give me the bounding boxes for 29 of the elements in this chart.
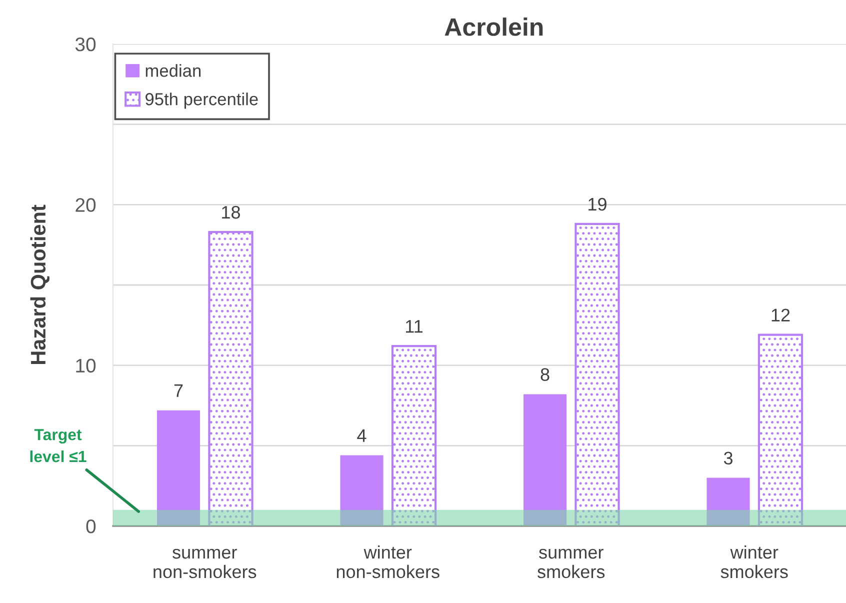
y-tick-label: 20 bbox=[76, 198, 96, 212]
bar bbox=[758, 334, 804, 526]
bar bbox=[706, 478, 750, 526]
x-tick-label: winter non-smokers bbox=[336, 545, 440, 578]
data-label: 18 bbox=[222, 206, 240, 219]
chart-title: Acrolein bbox=[444, 18, 543, 36]
data-label: 11 bbox=[406, 320, 422, 333]
legend-label: 95th percentile bbox=[146, 92, 258, 109]
data-label: 12 bbox=[772, 308, 790, 322]
legend-label: median bbox=[146, 64, 201, 77]
data-label: 8 bbox=[540, 368, 550, 381]
data-label: 7 bbox=[174, 384, 183, 397]
x-tick-label: summer non-smokers bbox=[154, 548, 256, 578]
bar bbox=[574, 222, 620, 526]
y-tick-label: 10 bbox=[76, 358, 96, 373]
bar bbox=[523, 394, 567, 526]
y-axis-title: Hazard Quotient bbox=[30, 204, 50, 364]
x-tick-label: summer smokers bbox=[538, 548, 605, 578]
band-label: Target level ≤1 bbox=[30, 429, 86, 462]
data-label: 3 bbox=[724, 452, 732, 465]
y-tick-label: 0 bbox=[86, 519, 96, 534]
x-tick-label: winter smokers bbox=[720, 545, 788, 578]
bar bbox=[340, 455, 384, 526]
data-label: 19 bbox=[588, 198, 606, 211]
bar bbox=[391, 345, 437, 526]
y-tick-label: 30 bbox=[75, 37, 96, 52]
bar bbox=[156, 410, 200, 526]
bar bbox=[208, 230, 254, 526]
data-label: 4 bbox=[357, 429, 366, 442]
